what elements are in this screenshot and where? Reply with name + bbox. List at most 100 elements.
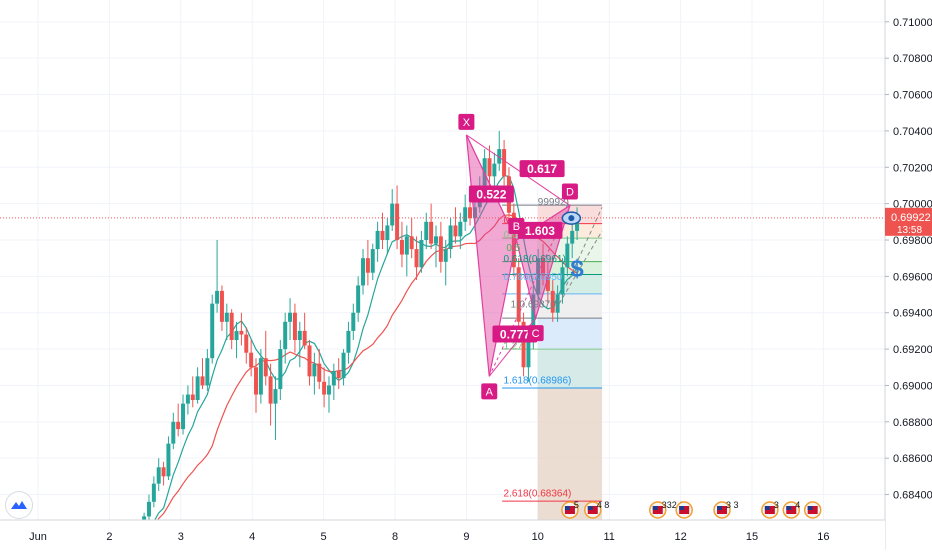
candle	[511, 203, 516, 277]
ratio-label: 0.777	[500, 328, 530, 342]
price-tick-label: 0.70000	[893, 199, 932, 211]
candle	[288, 298, 293, 340]
pattern-point-label: B	[513, 221, 520, 233]
candle	[292, 303, 297, 353]
candle-body	[258, 358, 263, 395]
candle	[181, 394, 186, 435]
candle	[156, 458, 161, 491]
fib-label: 1.27	[504, 341, 524, 352]
candle-body	[429, 221, 434, 244]
candle-body	[390, 203, 395, 226]
candle	[151, 476, 156, 508]
projection-line	[565, 207, 603, 286]
candle-body	[210, 303, 215, 359]
time-tick-label: 5	[321, 531, 327, 543]
candle	[438, 221, 443, 273]
price-tick-label: 0.68600	[893, 453, 932, 465]
candle	[550, 280, 555, 322]
fib-label: 0.786(0.6950	[504, 272, 563, 283]
candle	[390, 189, 395, 231]
candle-body	[239, 330, 244, 335]
candle-body	[224, 312, 229, 322]
tradingview-logo-icon[interactable]	[6, 492, 32, 518]
candle-body	[331, 370, 336, 386]
candle	[463, 194, 468, 231]
time-tick-label: 9	[463, 531, 469, 543]
fib-label: 0.5	[506, 243, 520, 254]
price-tick-label: 0.69600	[893, 271, 932, 283]
time-tick-label: 11	[603, 531, 614, 543]
pattern-point-bg	[481, 383, 498, 400]
fib-label: 0.6	[504, 230, 518, 241]
candle-body	[171, 421, 176, 444]
candle-body	[146, 501, 151, 517]
candle	[492, 152, 497, 186]
candle	[448, 218, 453, 259]
candle-body	[511, 212, 516, 268]
candle	[570, 221, 575, 259]
candle-body	[297, 330, 302, 340]
candle-body	[244, 334, 249, 353]
candle-body	[565, 243, 570, 268]
time-axis-bg	[0, 520, 885, 550]
time-tick-label: 2	[106, 531, 112, 543]
candle-body	[502, 149, 507, 177]
candle-body	[375, 230, 380, 250]
candle	[346, 321, 351, 364]
candle-body	[570, 230, 575, 244]
candle	[268, 363, 273, 426]
economic-events: 5 4 8 332 2 3 3 3 4	[561, 500, 822, 519]
candle	[541, 243, 546, 286]
candle	[385, 218, 390, 255]
candle	[443, 240, 448, 286]
candle-body	[346, 330, 351, 353]
candle	[205, 349, 210, 391]
candle	[326, 376, 331, 413]
eye-icon	[561, 211, 582, 225]
ratio-label-bg	[517, 221, 563, 239]
ratio-label: 1.603	[525, 224, 555, 238]
fib-zone	[537, 388, 603, 502]
current-price-badge	[885, 207, 932, 236]
candle	[370, 243, 375, 280]
price-tick-label: 0.69800	[893, 235, 932, 247]
flag-icon-canton	[679, 506, 685, 510]
candle-body	[399, 240, 404, 255]
event-count: 5	[574, 500, 579, 510]
fib-label: 1.618(0.68986)	[504, 376, 572, 387]
candle	[258, 349, 263, 404]
candle-body	[395, 203, 400, 240]
candle	[190, 376, 195, 408]
ratio-label: 0.522	[476, 188, 506, 202]
bar-countdown: 13:58	[897, 225, 922, 236]
candle	[161, 461, 166, 486]
candle-body	[526, 340, 531, 368]
fib-zone	[537, 238, 603, 262]
candle-body	[234, 330, 239, 340]
price-tick-label: 0.68400	[893, 490, 932, 502]
price-axis-bg	[885, 0, 932, 550]
candle-body	[190, 394, 195, 400]
candle	[395, 185, 400, 250]
candle	[555, 285, 560, 322]
candle-body	[288, 312, 293, 322]
flag-icon-canton	[807, 506, 813, 510]
ratio-label-bg	[519, 160, 565, 178]
candle	[502, 140, 507, 186]
candle	[453, 207, 458, 244]
candle	[302, 312, 307, 350]
price-tick-label: 0.70600	[893, 90, 932, 102]
candle-body	[278, 349, 283, 390]
candle-body	[482, 158, 487, 186]
flag-icon-canton	[564, 506, 570, 510]
time-tick-label: 8	[392, 531, 398, 543]
time-tick-label: 16	[817, 531, 829, 543]
ratio-label-bg	[468, 185, 514, 203]
event-marker: 4	[782, 500, 800, 519]
candle-body	[385, 225, 390, 240]
candle-body	[365, 258, 370, 273]
event-marker: 3 3	[713, 500, 739, 519]
candle	[545, 261, 550, 304]
